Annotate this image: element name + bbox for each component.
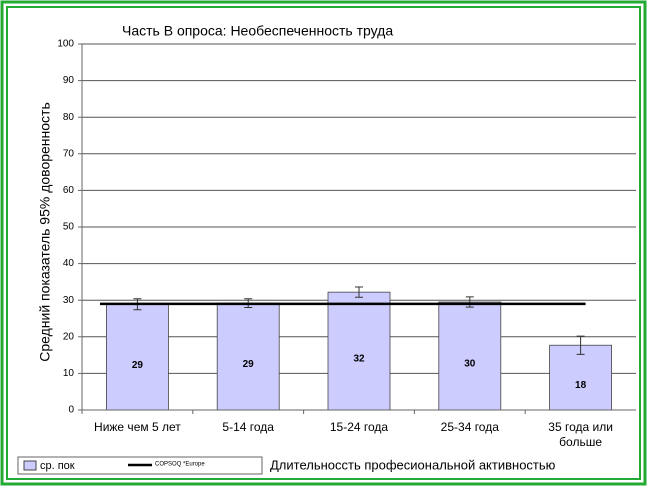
bar [327, 291, 391, 411]
y-tick-label: 20 [63, 331, 75, 342]
legend-label: COPSOQ *Europe [155, 462, 205, 468]
legend-swatch [23, 460, 37, 471]
y-tick-label: 30 [63, 295, 75, 306]
chart-title: Часть В опроса: Необеспеченность труда [122, 23, 393, 39]
error-bar [355, 286, 363, 298]
y-tick-label: 10 [63, 368, 75, 379]
legend-label: ср. пок [40, 460, 75, 472]
y-tick-label: 0 [68, 405, 74, 416]
error-bar [465, 296, 474, 308]
bar [438, 301, 502, 411]
data-label: 29 [243, 359, 255, 370]
data-label: 18 [575, 380, 587, 391]
x-tick-label: 5-14 года [222, 420, 274, 434]
y-tick-label: 100 [57, 39, 74, 50]
data-label: 29 [132, 360, 144, 371]
bar [216, 302, 280, 411]
y-tick-label: 50 [63, 222, 75, 233]
y-tick-label: 80 [63, 112, 75, 123]
bar [549, 344, 612, 411]
error-bar [576, 335, 585, 355]
data-label: 30 [464, 359, 476, 370]
frame-inner [6, 6, 641, 480]
x-tick-label: 15-24 года [329, 420, 389, 434]
y-tick-label: 60 [63, 185, 75, 196]
y-tick-label: 90 [63, 75, 75, 86]
y-tick-label: 70 [63, 148, 75, 159]
y-axis-label: Средний показатель 95% доворенность [37, 102, 53, 362]
data-label: 32 [353, 354, 365, 365]
x-tick-label: 35 года или больше [548, 420, 613, 449]
bar [106, 303, 169, 411]
x-tick-label: 25-34 года [440, 420, 499, 434]
x-tick-label: Ниже чем 5 лет [94, 420, 181, 434]
x-axis-label: Длительносcть професиональной активность… [270, 457, 556, 472]
y-tick-label: 40 [63, 258, 75, 269]
